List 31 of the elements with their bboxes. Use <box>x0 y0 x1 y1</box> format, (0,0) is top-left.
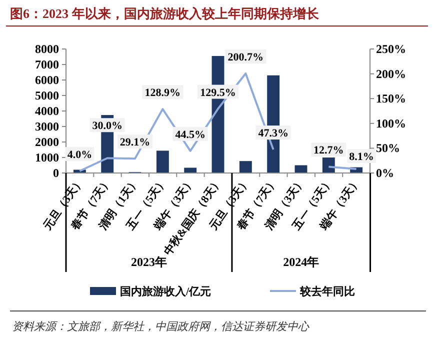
chart-title: 图6：2023 年以来，国内旅游收入较上年同期保持增长 <box>10 6 320 21</box>
y2-tick-label: 150% <box>376 92 406 106</box>
y-tick-label: 4000 <box>35 104 59 118</box>
data-label: 30.0% <box>92 120 122 132</box>
y2-tick-label: 250% <box>376 42 406 56</box>
y2-tick-label: 0% <box>376 166 394 180</box>
data-label: 8.1% <box>349 150 374 163</box>
y-tick-label: 7000 <box>35 58 59 72</box>
y-tick-label: 0 <box>53 166 59 180</box>
data-label: 29.1% <box>120 136 150 149</box>
y2-tick-label: 50% <box>376 141 400 156</box>
y-tick-label: 5000 <box>35 88 59 102</box>
text: 2024年 <box>283 255 320 269</box>
data-label: 200.7% <box>228 51 264 64</box>
text: 2023年 <box>130 255 167 269</box>
y-tick-label: 8000 <box>35 42 59 56</box>
text: 资料来源：文旅部，新华社，中国政府网，信达证券研发中心 <box>12 320 310 333</box>
data-label: 12.7% <box>314 144 344 157</box>
data-label: 129.5% <box>200 86 236 99</box>
legend-label: 国内旅游收入/亿元 <box>120 285 212 298</box>
data-label: 128.9% <box>144 87 181 100</box>
y-tick-label: 2000 <box>35 135 59 149</box>
data-label: 44.5% <box>175 128 206 141</box>
y-tick-label: 3000 <box>35 120 59 134</box>
y-tick-label: 6000 <box>35 73 59 87</box>
data-label: 4.0% <box>67 149 92 162</box>
y2-tick-label: 200% <box>376 66 406 81</box>
y-tick-label: 1000 <box>35 150 59 164</box>
data-label: 47.3% <box>258 128 288 140</box>
legend-label: 较去年同比 <box>299 285 355 298</box>
y2-tick-label: 100% <box>376 116 406 130</box>
